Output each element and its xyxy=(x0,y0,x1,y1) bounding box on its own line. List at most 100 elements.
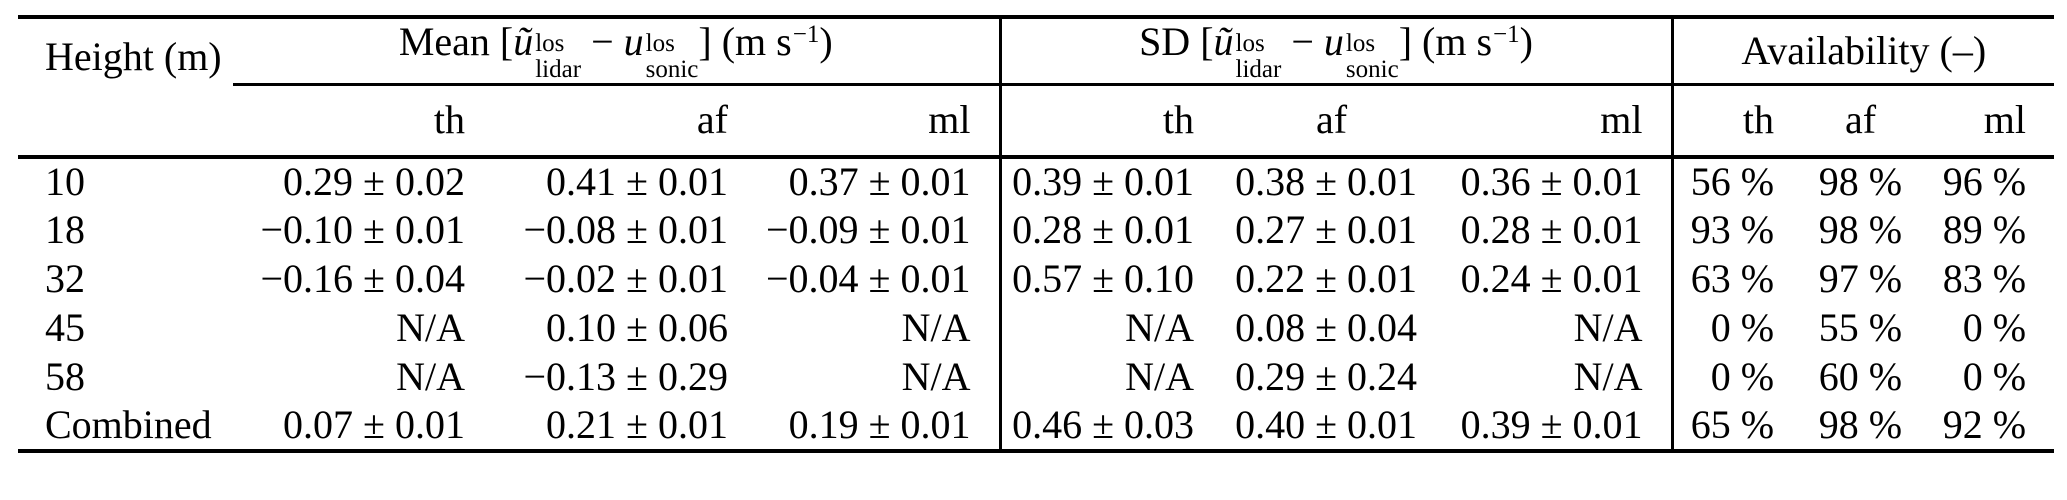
mean-th-cell: 0.29 ± 0.02 xyxy=(283,159,465,204)
u-sonic-variable: u xyxy=(1323,19,1344,64)
unit-exponent: −1 xyxy=(792,21,820,48)
sd-th-cell: N/A xyxy=(998,352,1223,402)
sd-group-header: SD [ũ los lidar − u los sonic] (m s−1) xyxy=(998,17,1673,86)
availability-af-cell: 98 % xyxy=(1818,159,1903,204)
unit-close: ) xyxy=(1519,19,1533,64)
unit-exponent: −1 xyxy=(1493,21,1520,48)
mean-ml-cell: −0.04 ± 0.01 xyxy=(766,256,971,301)
availability-af-cell: 60 % xyxy=(1818,354,1903,399)
availability-th-cell: 63 % xyxy=(1670,254,1803,304)
availability-group-header: Availability (–) xyxy=(1670,17,2055,86)
sd-ml-cell: N/A xyxy=(1573,305,1643,350)
mean-af-cell: 0.41 ± 0.01 xyxy=(546,159,728,204)
subheader-mean-ml: ml xyxy=(756,84,1001,159)
availability-th-cell: 0 % xyxy=(1670,352,1803,402)
availability-th-cell: 56 % xyxy=(1670,156,1803,206)
mean-af-cell: −0.13 ± 0.29 xyxy=(523,354,728,399)
availability-af-cell: 97 % xyxy=(1818,256,1903,301)
mean-af-cell: −0.02 ± 0.01 xyxy=(523,256,728,301)
availability-ml-cell: 83 % xyxy=(1942,256,2027,301)
unit-open: ] (m s xyxy=(1398,19,1493,64)
mean-group-header: Mean [ũ los lidar − u los sonic] (m s−1) xyxy=(233,17,1001,86)
subscript-lidar: lidar xyxy=(535,56,582,83)
availability-ml-cell: 0 % xyxy=(1962,354,2027,399)
table-row-combined: Combined 0.07 ± 0.01 0.21 ± 0.01 0.19 ± … xyxy=(18,401,2054,451)
u-lidar-variable: ũ xyxy=(1213,19,1234,64)
u-sonic-variable: u xyxy=(623,19,644,64)
u-sonic-supsub: los sonic xyxy=(646,31,699,83)
subscript-sonic: sonic xyxy=(1345,56,1399,83)
subheader-sd-ml: ml xyxy=(1445,84,1673,159)
sd-af-cell: 0.38 ± 0.01 xyxy=(1235,159,1418,204)
results-table: Height (m) Mean [ũ los lidar − u los sonic] (m… xyxy=(18,15,2055,453)
mean-af-cell: −0.08 ± 0.01 xyxy=(523,207,728,252)
sd-ml-cell: 0.36 ± 0.01 xyxy=(1460,159,1643,204)
minus-operator: − xyxy=(591,19,614,64)
unit-close: ) xyxy=(819,19,833,64)
sd-af-cell: 0.29 ± 0.24 xyxy=(1235,354,1418,399)
superscript-los: los xyxy=(535,30,565,57)
subheader-sd-af: af xyxy=(1222,84,1446,159)
mean-ml-cell: N/A xyxy=(901,305,971,350)
availability-th-cell: 93 % xyxy=(1670,205,1803,255)
table-row-18: 18 −0.10 ± 0.01 −0.08 ± 0.01 −0.09 ± 0.0… xyxy=(18,205,2054,255)
height-cell: 58 xyxy=(45,354,85,399)
availability-af-cell: 55 % xyxy=(1818,305,1903,350)
superscript-los: los xyxy=(1345,30,1376,57)
u-lidar-supsub: los lidar xyxy=(1236,31,1282,83)
table-row-58: 58 N/A −0.13 ± 0.29 N/A N/A 0.29 ± 0.24 … xyxy=(18,352,2054,402)
u-lidar-variable: ũ xyxy=(513,19,534,64)
table-row-10: 10 0.29 ± 0.02 0.41 ± 0.01 0.37 ± 0.01 0… xyxy=(18,156,2054,206)
sd-ml-cell: N/A xyxy=(1573,354,1643,399)
mean-th-cell: −0.16 ± 0.04 xyxy=(260,256,465,301)
sd-af-cell: 0.22 ± 0.01 xyxy=(1235,256,1418,301)
sd-th-cell: 0.39 ± 0.01 xyxy=(998,156,1223,206)
u-sonic-supsub: los sonic xyxy=(1346,31,1399,83)
unit-open: ] (m s xyxy=(698,19,792,64)
mean-th-cell: 0.07 ± 0.01 xyxy=(283,402,465,447)
mean-af-cell: 0.21 ± 0.01 xyxy=(546,402,728,447)
subheader-availability-th: th xyxy=(1670,84,1803,159)
sd-formula-prefix: SD [ xyxy=(1139,19,1214,64)
subscript-sonic: sonic xyxy=(645,56,699,83)
availability-ml-cell: 92 % xyxy=(1942,402,2027,447)
availability-ml-cell: 89 % xyxy=(1942,207,2027,252)
sd-th-cell: 0.28 ± 0.01 xyxy=(998,205,1223,255)
subscript-lidar: lidar xyxy=(1235,56,1282,83)
table-row-45: 45 N/A 0.10 ± 0.06 N/A N/A 0.08 ± 0.04 N… xyxy=(18,303,2054,353)
availability-ml-cell: 96 % xyxy=(1942,159,2027,204)
subheader-availability-ml: ml xyxy=(1930,84,2055,159)
height-cell: 18 xyxy=(45,207,85,252)
sd-af-cell: 0.40 ± 0.01 xyxy=(1235,402,1418,447)
superscript-los: los xyxy=(1235,30,1265,57)
sd-ml-cell: 0.28 ± 0.01 xyxy=(1460,207,1643,252)
sd-af-cell: 0.27 ± 0.01 xyxy=(1235,207,1418,252)
mean-th-cell: N/A xyxy=(396,354,465,399)
mean-formula-prefix: Mean [ xyxy=(398,19,514,64)
subheader-row: th af ml th af ml th af ml xyxy=(18,84,2055,159)
group-header-row: Height (m) Mean [ũ los lidar − u los sonic] (m… xyxy=(18,17,2055,159)
mean-ml-cell: N/A xyxy=(901,354,971,399)
availability-af-cell: 98 % xyxy=(1818,207,1903,252)
mean-ml-cell: −0.09 ± 0.01 xyxy=(766,207,971,252)
availability-th-cell: 0 % xyxy=(1670,303,1803,353)
availability-af-cell: 98 % xyxy=(1818,402,1903,447)
height-cell: 10 xyxy=(45,159,85,204)
sd-ml-cell: 0.39 ± 0.01 xyxy=(1460,402,1643,447)
superscript-los: los xyxy=(645,30,675,57)
height-cell: 45 xyxy=(45,305,85,350)
mean-af-cell: 0.10 ± 0.06 xyxy=(546,305,728,350)
height-cell: Combined xyxy=(45,402,212,447)
mean-ml-cell: 0.37 ± 0.01 xyxy=(788,159,971,204)
minus-operator: − xyxy=(1291,19,1314,64)
sd-th-cell: N/A xyxy=(998,303,1223,353)
sd-af-cell: 0.08 ± 0.04 xyxy=(1235,305,1418,350)
availability-th-cell: 65 % xyxy=(1670,401,1803,451)
sd-th-cell: 0.57 ± 0.10 xyxy=(998,254,1223,304)
sd-th-cell: 0.46 ± 0.03 xyxy=(998,401,1223,451)
mean-th-cell: −0.10 ± 0.01 xyxy=(260,207,465,252)
subheader-sd-th: th xyxy=(998,84,1223,159)
availability-ml-cell: 0 % xyxy=(1962,305,2027,350)
subheader-availability-af: af xyxy=(1802,84,1931,159)
height-column-header: Height (m) xyxy=(18,17,233,159)
